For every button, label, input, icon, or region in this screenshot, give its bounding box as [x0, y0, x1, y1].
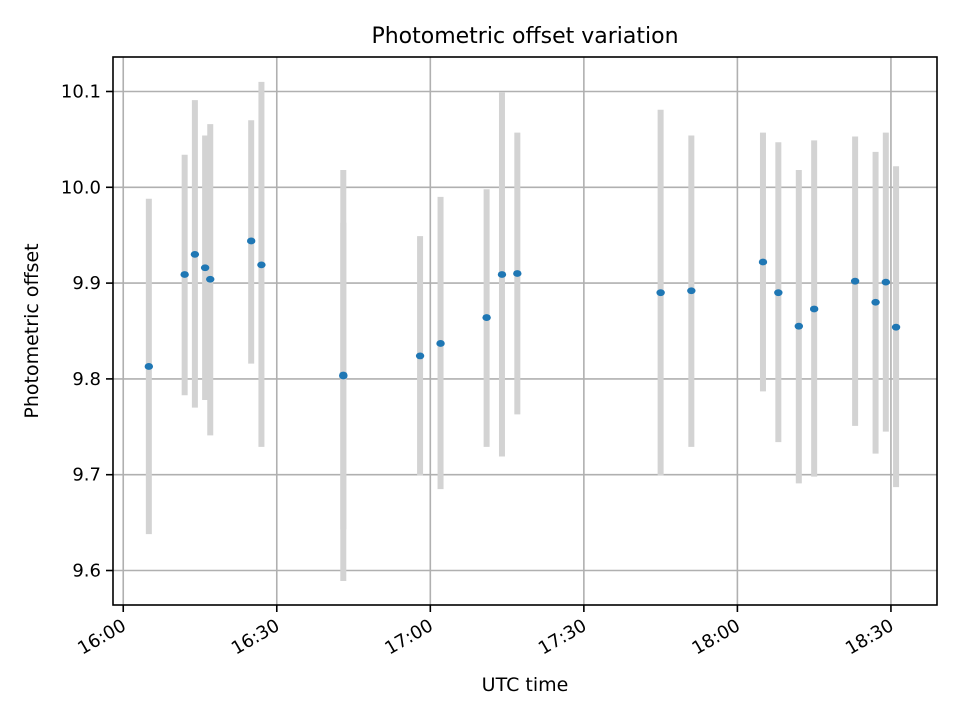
data-point [144, 363, 154, 370]
data-points [144, 237, 901, 380]
y-tick-label: 10.1 [61, 81, 101, 102]
y-tick-label: 9.9 [72, 273, 101, 294]
data-point [257, 261, 266, 269]
data-point [656, 289, 665, 297]
x-axis-ticks: 16:00 16:30 17:00 17:30 18:00 18:30 [74, 605, 897, 659]
data-point [415, 352, 425, 360]
data-point [850, 277, 860, 285]
data-point [180, 271, 189, 278]
data-point [881, 278, 891, 286]
data-point [497, 271, 507, 278]
x-tick-label: 17:00 [381, 615, 436, 659]
y-tick-label: 10.0 [61, 177, 101, 198]
data-point [758, 258, 768, 266]
data-point [871, 298, 880, 306]
y-tick-label: 9.6 [72, 561, 101, 582]
y-axis-label: Photometric offset [21, 243, 43, 418]
error-bars [145, 81, 900, 582]
data-point [200, 264, 210, 272]
data-point [436, 340, 445, 347]
data-point [339, 371, 348, 379]
data-point [513, 270, 522, 277]
data-point [687, 287, 696, 295]
y-tick-label: 9.8 [72, 369, 101, 390]
plot-frame [112, 56, 938, 606]
x-tick-label: 18:00 [688, 615, 743, 659]
x-tick-label: 16:30 [228, 615, 283, 659]
x-tick-label: 17:30 [535, 615, 590, 659]
x-tick-label: 16:00 [74, 615, 129, 659]
data-point [482, 314, 491, 321]
x-axis-label: UTC time [482, 674, 569, 696]
y-tick-label: 9.7 [72, 465, 101, 486]
chart-title: Photometric offset variation [371, 24, 678, 49]
x-tick-label: 18:30 [842, 615, 897, 659]
data-point [246, 237, 256, 245]
data-point [809, 305, 819, 313]
data-point [190, 250, 200, 258]
y-axis-ticks: 9.6 9.7 9.8 9.9 10.0 10.1 [61, 81, 113, 582]
data-point [206, 275, 215, 283]
data-point [774, 289, 783, 297]
data-point [794, 322, 804, 330]
data-point [891, 323, 901, 331]
